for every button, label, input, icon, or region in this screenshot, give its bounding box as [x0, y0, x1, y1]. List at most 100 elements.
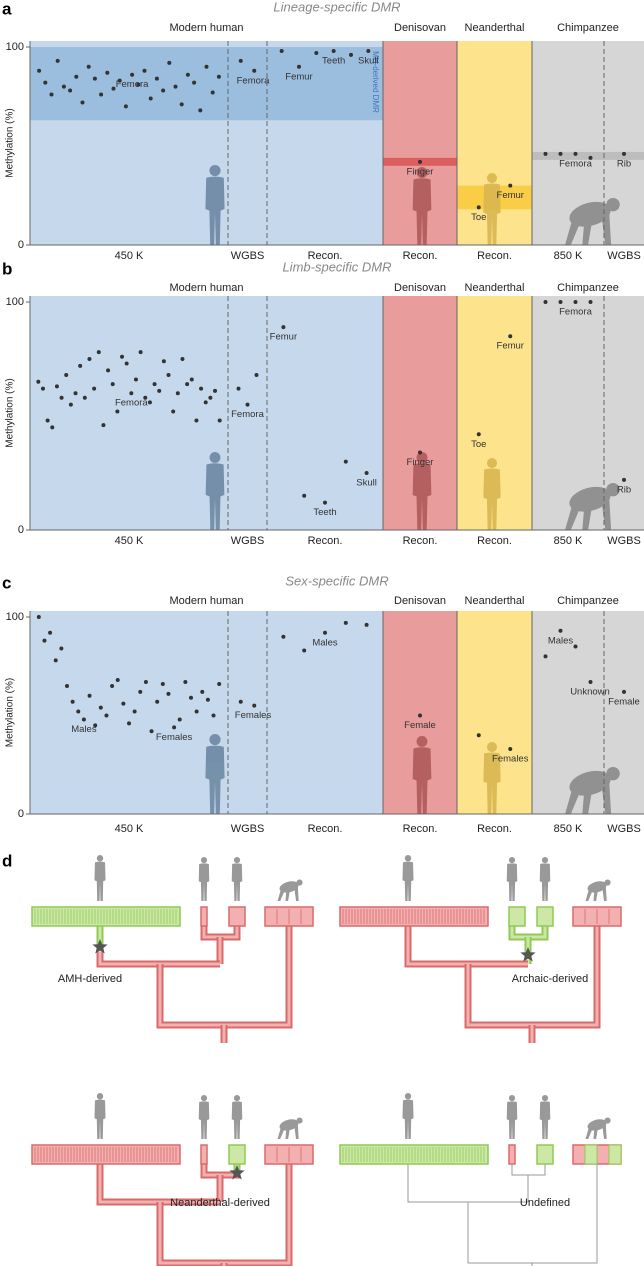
dmr-band: [532, 151, 644, 160]
data-point: [152, 382, 157, 387]
silhouette: [585, 1124, 607, 1139]
data-point: [98, 705, 103, 710]
silhouette: [198, 1101, 210, 1139]
section-label: 450 K: [115, 535, 144, 547]
section-label: WGBS: [231, 535, 265, 547]
annotation: Skull: [358, 55, 379, 66]
leaf-box: [584, 1144, 598, 1165]
data-point: [48, 630, 53, 635]
data-point: [364, 471, 369, 475]
data-point: [418, 713, 422, 718]
data-point: [120, 354, 125, 359]
silhouette: [585, 886, 607, 901]
data-point: [622, 151, 626, 156]
silhouette: [416, 736, 428, 747]
group-label: Modern human: [170, 282, 244, 294]
data-point: [138, 689, 143, 694]
branch: [406, 926, 528, 966]
data-point: [558, 151, 563, 156]
group-background: [30, 611, 383, 814]
data-point: [123, 104, 128, 109]
silhouette: [506, 863, 518, 901]
silhouette: [277, 1124, 299, 1139]
data-point: [543, 151, 548, 156]
data-point: [281, 634, 286, 639]
silhouette: [486, 458, 498, 469]
data-point: [149, 729, 154, 734]
panel-letter: b: [2, 259, 12, 278]
group-label: Neanderthal: [465, 282, 525, 294]
group-label: Chimpanzee: [557, 282, 619, 294]
annotation: Toe: [471, 439, 486, 450]
section-label: 850 K: [554, 535, 583, 547]
annotation: Males: [312, 637, 338, 648]
silhouette: [96, 855, 104, 862]
data-point: [115, 678, 120, 683]
data-point: [205, 697, 210, 702]
section-label: Recon.: [477, 250, 512, 262]
annotation: Femur: [285, 71, 312, 82]
data-point: [192, 80, 197, 85]
data-point: [160, 681, 165, 686]
data-point: [132, 709, 137, 714]
star: [520, 947, 536, 962]
branch: [511, 1164, 546, 1176]
silhouette: [587, 1119, 607, 1131]
tree-label: Archaic-derived: [512, 973, 588, 985]
branch: [200, 1164, 241, 1179]
data-point: [508, 746, 513, 751]
data-point: [104, 713, 109, 718]
data-point: [204, 64, 209, 69]
annotation: Toe: [471, 212, 486, 223]
silhouette: [539, 1101, 551, 1139]
annotation: Rib: [617, 484, 631, 495]
data-point: [136, 82, 141, 87]
data-point: [476, 432, 481, 437]
data-point: [179, 102, 184, 107]
data-point: [42, 638, 47, 643]
data-point: [476, 205, 481, 210]
data-point: [68, 402, 73, 407]
data-point: [185, 72, 190, 77]
silhouette: [209, 734, 221, 746]
silhouette: [94, 1099, 106, 1139]
data-point: [543, 300, 548, 304]
branch: [98, 1164, 220, 1204]
chart-title: Lineage-specific DMR: [273, 0, 400, 14]
data-point: [588, 680, 593, 685]
annotation: Females: [156, 732, 193, 743]
silhouette: [209, 452, 221, 463]
silhouette: [416, 452, 428, 463]
silhouette: [587, 881, 607, 893]
data-point: [217, 681, 222, 686]
silhouette: [569, 201, 611, 227]
silhouette: [279, 1119, 299, 1131]
leaf-box: [228, 906, 246, 927]
y-axis-label: Methylation (%): [5, 108, 16, 177]
data-point: [418, 450, 422, 455]
data-point: [142, 68, 147, 73]
leaf-box: [200, 1144, 208, 1165]
data-point: [74, 74, 79, 79]
data-point: [87, 357, 92, 361]
data-point: [117, 78, 122, 83]
data-point: [622, 477, 626, 482]
data-point: [110, 382, 115, 387]
group-label: Modern human: [170, 595, 244, 607]
silhouette: [205, 176, 225, 245]
group-label: Modern human: [170, 22, 244, 34]
y-tick-label: 100: [6, 611, 24, 623]
data-point: [208, 395, 213, 400]
section-label: Recon.: [477, 535, 512, 547]
annotation: Female: [608, 696, 640, 707]
data-point: [36, 379, 41, 384]
data-point: [366, 48, 371, 53]
data-point: [508, 183, 513, 188]
branch: [467, 1164, 598, 1264]
silhouette: [96, 1093, 104, 1100]
silhouette: [483, 468, 501, 530]
silhouette: [412, 463, 432, 530]
data-point: [588, 300, 593, 304]
data-point: [73, 391, 78, 396]
data-point: [143, 680, 148, 685]
